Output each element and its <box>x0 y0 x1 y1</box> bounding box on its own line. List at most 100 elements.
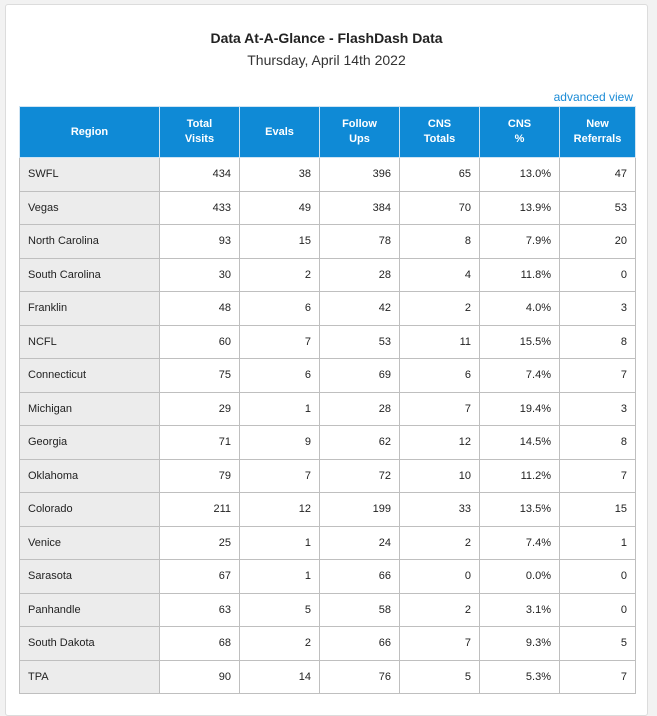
evals-cell: 1 <box>239 559 320 594</box>
new-referrals-cell: 5 <box>559 626 636 661</box>
region-cell: NCFL <box>19 324 160 359</box>
report-date: Thursday, April 14th 2022 <box>247 52 406 68</box>
new-referrals-cell: 47 <box>559 157 636 192</box>
follow-ups-cell: 28 <box>319 391 400 426</box>
cns-totals-cell: 70 <box>399 190 480 225</box>
region-cell: Colorado <box>19 492 160 527</box>
col-header-evals: Evals <box>239 106 320 158</box>
new-referrals-cell: 7 <box>559 458 636 493</box>
evals-cell: 2 <box>239 257 320 292</box>
total-visits-cell: 93 <box>159 224 240 259</box>
cns-percent-cell: 9.3% <box>479 626 560 661</box>
col-header-total-visits: Total Visits <box>159 106 240 158</box>
follow-ups-cell: 78 <box>319 224 400 259</box>
total-visits-cell: 67 <box>159 559 240 594</box>
follow-ups-cell: 58 <box>319 592 400 627</box>
table-row: TPA 90 14 76 5 5.3% 7 <box>19 659 636 694</box>
cns-totals-cell: 2 <box>399 592 480 627</box>
region-cell: Panhandle <box>19 592 160 627</box>
region-cell: SWFL <box>19 157 160 192</box>
cns-percent-cell: 14.5% <box>479 425 560 460</box>
evals-cell: 7 <box>239 458 320 493</box>
new-referrals-cell: 7 <box>559 659 636 694</box>
evals-cell: 5 <box>239 592 320 627</box>
cns-totals-cell: 33 <box>399 492 480 527</box>
new-referrals-cell: 8 <box>559 324 636 359</box>
cns-percent-cell: 15.5% <box>479 324 560 359</box>
follow-ups-cell: 66 <box>319 559 400 594</box>
table-row: South Dakota 68 2 66 7 9.3% 5 <box>19 626 636 661</box>
region-cell: Georgia <box>19 425 160 460</box>
region-cell: Venice <box>19 525 160 560</box>
col-header-region: Region <box>19 106 160 158</box>
follow-ups-cell: 384 <box>319 190 400 225</box>
table-row: NCFL 60 7 53 11 15.5% 8 <box>19 324 636 359</box>
new-referrals-cell: 8 <box>559 425 636 460</box>
table-row: Michigan 29 1 28 7 19.4% 3 <box>19 391 636 426</box>
cns-percent-cell: 7.4% <box>479 358 560 393</box>
page-title: Data At-A-Glance - FlashDash Data <box>210 30 443 46</box>
table-row: Georgia 71 9 62 12 14.5% 8 <box>19 425 636 460</box>
region-cell: South Dakota <box>19 626 160 661</box>
table-row: Venice 25 1 24 2 7.4% 1 <box>19 525 636 560</box>
table-row: Sarasota 67 1 66 0 0.0% 0 <box>19 559 636 594</box>
cns-totals-cell: 2 <box>399 525 480 560</box>
cns-percent-cell: 19.4% <box>479 391 560 426</box>
total-visits-cell: 29 <box>159 391 240 426</box>
cns-totals-cell: 5 <box>399 659 480 694</box>
total-visits-cell: 75 <box>159 358 240 393</box>
cns-totals-cell: 12 <box>399 425 480 460</box>
new-referrals-cell: 15 <box>559 492 636 527</box>
header-row: Region Total Visits Evals Follow Ups CNS… <box>19 106 636 158</box>
evals-cell: 14 <box>239 659 320 694</box>
cns-percent-cell: 4.0% <box>479 291 560 326</box>
new-referrals-cell: 3 <box>559 291 636 326</box>
total-visits-cell: 433 <box>159 190 240 225</box>
cns-totals-cell: 4 <box>399 257 480 292</box>
follow-ups-cell: 199 <box>319 492 400 527</box>
new-referrals-cell: 3 <box>559 391 636 426</box>
follow-ups-cell: 28 <box>319 257 400 292</box>
evals-cell: 15 <box>239 224 320 259</box>
table-row: Connecticut 75 6 69 6 7.4% 7 <box>19 358 636 393</box>
cns-percent-cell: 0.0% <box>479 559 560 594</box>
cns-percent-cell: 5.3% <box>479 659 560 694</box>
evals-cell: 1 <box>239 391 320 426</box>
region-cell: North Carolina <box>19 224 160 259</box>
cns-totals-cell: 65 <box>399 157 480 192</box>
total-visits-cell: 60 <box>159 324 240 359</box>
follow-ups-cell: 66 <box>319 626 400 661</box>
table-body: SWFL 434 38 396 65 13.0% 47 Vegas 433 49 384 70 13.9… <box>19 157 636 694</box>
total-visits-cell: 71 <box>159 425 240 460</box>
table-row: Vegas 433 49 384 70 13.9% 53 <box>19 190 636 225</box>
cns-percent-cell: 11.8% <box>479 257 560 292</box>
follow-ups-cell: 62 <box>319 425 400 460</box>
cns-totals-cell: 10 <box>399 458 480 493</box>
new-referrals-cell: 0 <box>559 559 636 594</box>
region-cell: Franklin <box>19 291 160 326</box>
cns-percent-cell: 13.0% <box>479 157 560 192</box>
cns-totals-cell: 8 <box>399 224 480 259</box>
col-header-cns-totals: CNS Totals <box>399 106 480 158</box>
cns-percent-cell: 3.1% <box>479 592 560 627</box>
dashboard-panel: Data At-A-Glance - FlashDash Data Thursd… <box>5 4 648 716</box>
table-row: Panhandle 63 5 58 2 3.1% 0 <box>19 592 636 627</box>
advanced-view-link[interactable]: advanced view <box>553 90 633 104</box>
follow-ups-cell: 396 <box>319 157 400 192</box>
follow-ups-cell: 76 <box>319 659 400 694</box>
evals-cell: 38 <box>239 157 320 192</box>
cns-totals-cell: 0 <box>399 559 480 594</box>
total-visits-cell: 79 <box>159 458 240 493</box>
table-row: SWFL 434 38 396 65 13.0% 47 <box>19 157 636 192</box>
table-row: North Carolina 93 15 78 8 7.9% 20 <box>19 224 636 259</box>
new-referrals-cell: 7 <box>559 358 636 393</box>
cns-percent-cell: 13.5% <box>479 492 560 527</box>
cns-totals-cell: 2 <box>399 291 480 326</box>
follow-ups-cell: 42 <box>319 291 400 326</box>
region-cell: Connecticut <box>19 358 160 393</box>
total-visits-cell: 48 <box>159 291 240 326</box>
evals-cell: 12 <box>239 492 320 527</box>
new-referrals-cell: 20 <box>559 224 636 259</box>
total-visits-cell: 211 <box>159 492 240 527</box>
col-header-cns-percent: CNS % <box>479 106 560 158</box>
